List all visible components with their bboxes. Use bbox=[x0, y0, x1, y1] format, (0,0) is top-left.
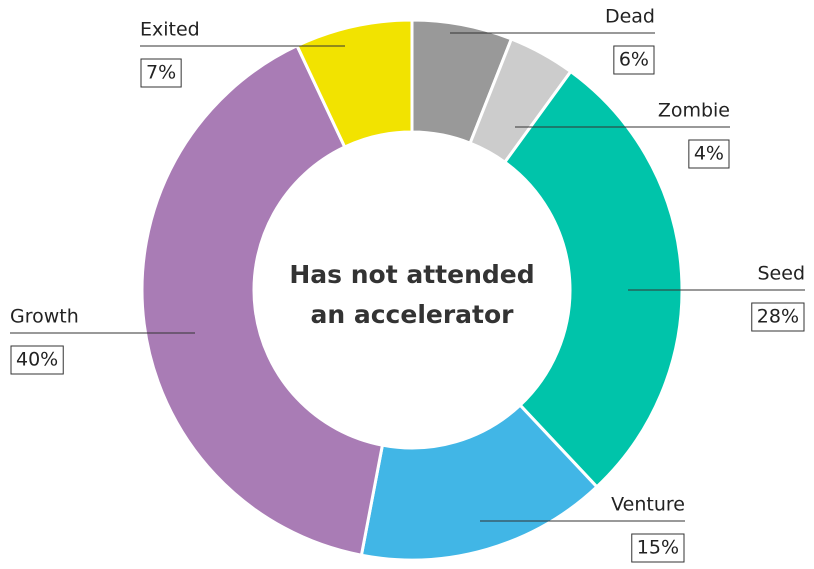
value-box bbox=[613, 45, 655, 75]
value-label: 6% bbox=[619, 49, 649, 71]
slice bbox=[295, 18, 414, 150]
value-label: 7% bbox=[146, 62, 176, 84]
value-label: 40% bbox=[16, 349, 58, 371]
value-label: 4% bbox=[694, 143, 724, 165]
value-label: 28% bbox=[757, 306, 799, 328]
value-box bbox=[751, 302, 805, 332]
slice bbox=[502, 69, 684, 489]
chart-title: Has not attended an accelerator bbox=[289, 260, 535, 329]
category-label: Venture bbox=[611, 494, 685, 516]
category-label: Exited bbox=[140, 19, 200, 41]
value-box bbox=[631, 533, 685, 563]
value-box bbox=[140, 58, 182, 88]
value-label: 15% bbox=[637, 537, 679, 559]
category-label: Growth bbox=[10, 306, 79, 328]
slice bbox=[140, 43, 385, 557]
category-label: Zombie bbox=[658, 100, 730, 122]
category-label: Dead bbox=[605, 6, 655, 28]
value-box bbox=[688, 139, 730, 169]
value-box bbox=[10, 345, 64, 375]
category-label: Seed bbox=[758, 263, 806, 285]
